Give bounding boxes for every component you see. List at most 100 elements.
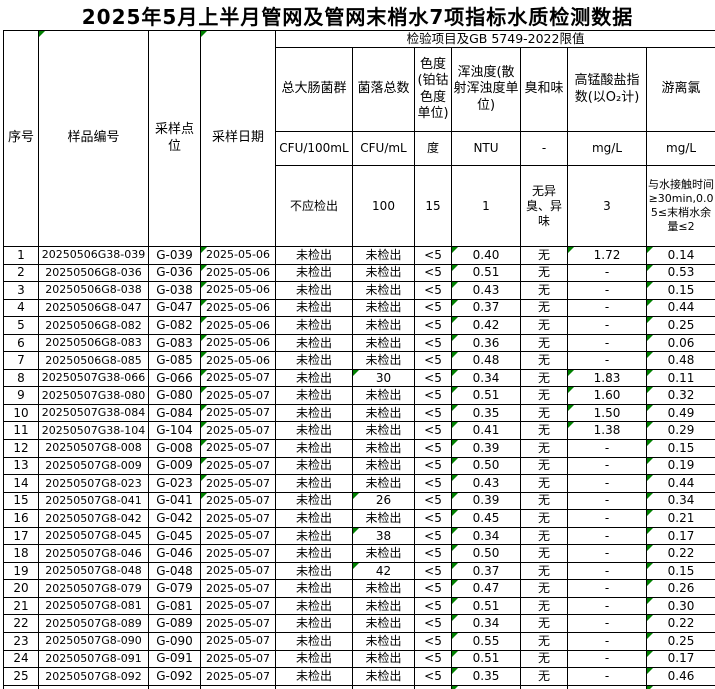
cell-turbidity[interactable]: 0.34 bbox=[451, 614, 521, 634]
cell-colony[interactable]: 未检出 bbox=[352, 246, 415, 265]
cell-turbidity[interactable]: 0.37 bbox=[451, 298, 521, 318]
cell-colony[interactable]: 未检出 bbox=[352, 386, 415, 405]
cell-color[interactable]: <5 bbox=[414, 632, 452, 651]
cell-date[interactable]: 2025-05-07 bbox=[200, 456, 276, 476]
cell-point[interactable]: G-041 bbox=[148, 491, 201, 511]
cell-no[interactable]: 14 bbox=[3, 474, 39, 493]
cell-color[interactable] bbox=[414, 684, 452, 689]
cell-colony[interactable]: 未检出 bbox=[352, 614, 415, 634]
cell-turbidity[interactable]: 0.40 bbox=[451, 246, 521, 265]
cell-turbidity[interactable]: 0.51 bbox=[451, 263, 521, 283]
cell-turbidity[interactable]: 0.51 bbox=[451, 649, 521, 669]
cell-color[interactable]: <5 bbox=[414, 316, 452, 335]
cell-date[interactable]: 2025-05-07 bbox=[200, 509, 276, 528]
cell-date[interactable]: 2025-05-07 bbox=[200, 526, 276, 546]
cell-no[interactable]: 17 bbox=[3, 526, 39, 546]
header-sample-id[interactable]: 样品编号 bbox=[38, 30, 149, 247]
cell-sample[interactable]: 20250507G8-081 bbox=[38, 596, 149, 616]
cell-sample[interactable]: 20250507G8-079 bbox=[38, 579, 149, 598]
cell-chlorine[interactable]: 0.15 bbox=[645, 281, 715, 300]
cell-cod[interactable]: - bbox=[567, 281, 647, 300]
cell-no[interactable]: 15 bbox=[3, 491, 39, 511]
cell-turbidity[interactable]: 0.35 bbox=[451, 667, 521, 686]
cell-color[interactable]: <5 bbox=[414, 403, 452, 423]
cell-sample[interactable]: 20250507G8-042 bbox=[38, 509, 149, 528]
cell-color[interactable]: <5 bbox=[414, 281, 452, 300]
cell-cod[interactable]: - bbox=[567, 351, 647, 370]
cell-point[interactable]: G-048 bbox=[148, 561, 201, 581]
cell-odor[interactable]: 无 bbox=[520, 298, 568, 318]
cell-date[interactable]: 2025-05-06 bbox=[200, 246, 276, 265]
cell-no[interactable]: 24 bbox=[3, 649, 39, 669]
cell-point[interactable]: G-082 bbox=[148, 316, 201, 335]
cell-color[interactable]: <5 bbox=[414, 474, 452, 493]
cell-no[interactable]: 8 bbox=[3, 368, 39, 388]
cell-date[interactable]: 2025-05-07 bbox=[200, 491, 276, 511]
cell-odor[interactable]: 无 bbox=[520, 474, 568, 493]
cell-sample[interactable]: 20250506G8-038 bbox=[38, 281, 149, 300]
cell-sample[interactable]: 20250507G38-080 bbox=[38, 386, 149, 405]
cell-coliform[interactable]: 未检出 bbox=[275, 421, 353, 441]
cell-date[interactable]: 2025-05-06 bbox=[200, 333, 276, 353]
cell-sample[interactable]: 20250507G38-066 bbox=[38, 368, 149, 388]
cell-colony[interactable]: 未检出 bbox=[352, 281, 415, 300]
cell-turbidity[interactable]: 0.55 bbox=[451, 632, 521, 651]
cell-odor[interactable]: 无 bbox=[520, 526, 568, 546]
cell-date[interactable]: 2025-05-07 bbox=[200, 579, 276, 598]
cell-chlorine[interactable]: 0.25 bbox=[645, 632, 715, 651]
cell-cod[interactable]: 1.38 bbox=[567, 421, 647, 441]
cell-chlorine[interactable]: 0.17 bbox=[645, 526, 715, 546]
cell-turbidity[interactable]: 0.39 bbox=[451, 491, 521, 511]
cell-cod[interactable]: - bbox=[567, 561, 647, 581]
cell-odor[interactable]: 无 bbox=[520, 439, 568, 458]
cell-cod[interactable]: - bbox=[567, 456, 647, 476]
cell-odor[interactable]: 无 bbox=[520, 263, 568, 283]
cell-coliform[interactable]: 未检出 bbox=[275, 333, 353, 353]
cell-colony[interactable]: 未检出 bbox=[352, 403, 415, 423]
cell-no[interactable]: 2 bbox=[3, 263, 39, 283]
cell-date[interactable]: 2025-05-06 bbox=[200, 263, 276, 283]
cell-sample[interactable]: 20250507G8-089 bbox=[38, 614, 149, 634]
cell-point[interactable]: G-042 bbox=[148, 509, 201, 528]
cell-sample[interactable]: 20250507G8-090 bbox=[38, 632, 149, 651]
cell-coliform[interactable]: 未检出 bbox=[275, 544, 353, 563]
cell-odor[interactable]: 无 bbox=[520, 281, 568, 300]
cell-point[interactable]: G-091 bbox=[148, 649, 201, 669]
cell-color[interactable]: <5 bbox=[414, 649, 452, 669]
cell-chlorine[interactable]: 0.15 bbox=[645, 561, 715, 581]
cell-color[interactable]: <5 bbox=[414, 456, 452, 476]
cell-no[interactable]: 7 bbox=[3, 351, 39, 370]
cell-coliform[interactable] bbox=[275, 684, 353, 689]
cell-chlorine[interactable]: 0.26 bbox=[645, 579, 715, 598]
cell-sample[interactable]: 20250506G8-036 bbox=[38, 263, 149, 283]
cell-coliform[interactable]: 未检出 bbox=[275, 561, 353, 581]
cell-chlorine[interactable]: 0.49 bbox=[645, 403, 715, 423]
cell-turbidity[interactable]: 0.45 bbox=[451, 509, 521, 528]
cell-odor[interactable]: 无 bbox=[520, 544, 568, 563]
cell-point[interactable]: G-083 bbox=[148, 333, 201, 353]
cell-colony[interactable]: 未检出 bbox=[352, 456, 415, 476]
cell-no[interactable]: 3 bbox=[3, 281, 39, 300]
cell-colony[interactable]: 未检出 bbox=[352, 421, 415, 441]
cell-point[interactable]: G-084 bbox=[148, 403, 201, 423]
cell-cod[interactable]: - bbox=[567, 316, 647, 335]
cell-turbidity[interactable]: 0.47 bbox=[451, 579, 521, 598]
cell-cod[interactable]: - bbox=[567, 509, 647, 528]
cell-turbidity[interactable]: 0.50 bbox=[451, 456, 521, 476]
cell-sample[interactable]: 20250506G8-085 bbox=[38, 351, 149, 370]
cell-date[interactable]: 2025-05-07 bbox=[200, 667, 276, 686]
cell-sample[interactable]: 20250506G38-039 bbox=[38, 246, 149, 265]
cell-point[interactable]: G-092 bbox=[148, 667, 201, 686]
cell-sample[interactable]: 20250507G38-104 bbox=[38, 421, 149, 441]
cell-cod[interactable]: - bbox=[567, 579, 647, 598]
cell-no[interactable]: 22 bbox=[3, 614, 39, 634]
cell-sample[interactable]: 20250507G8-092 bbox=[38, 667, 149, 686]
cell-odor[interactable]: 无 bbox=[520, 246, 568, 265]
cell-chlorine[interactable]: 0.46 bbox=[645, 667, 715, 686]
cell-no[interactable]: 1 bbox=[3, 246, 39, 265]
header-limit-color[interactable]: 15 bbox=[414, 165, 452, 247]
header-indicator-coliform[interactable]: 总大肠菌群 bbox=[275, 47, 353, 132]
cell-odor[interactable]: 无 bbox=[520, 596, 568, 616]
cell-odor[interactable]: 无 bbox=[520, 491, 568, 511]
cell-turbidity[interactable]: 0.51 bbox=[451, 386, 521, 405]
